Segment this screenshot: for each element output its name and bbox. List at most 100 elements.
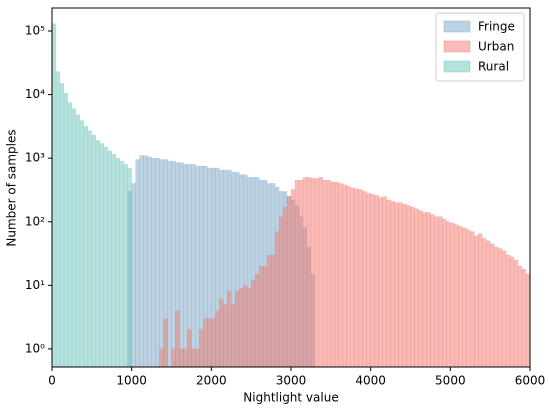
bar [346,186,351,368]
bar [282,206,288,368]
bar [107,150,113,368]
bar [231,304,236,368]
bar [501,250,507,368]
bar [382,196,387,368]
bar [187,329,192,368]
bar [163,318,168,368]
bar [159,348,164,368]
bar [306,177,312,368]
legend-label: Urban [478,40,514,54]
bar [473,235,479,368]
bar [509,256,515,368]
bar [338,183,344,368]
bar [362,191,367,368]
bar [207,318,212,368]
bar [234,291,240,368]
bar [426,212,431,368]
bar [171,348,176,368]
bar [513,259,519,368]
bar [466,229,471,368]
x-tick-label: 3000 [276,374,307,388]
x-tick-label: 0 [48,374,56,388]
x-axis-label: Nightlight value [243,391,338,405]
bar [75,114,81,368]
bar [390,201,395,368]
bar [410,206,415,368]
bar [183,348,188,368]
bar [143,155,148,368]
bar [334,181,340,368]
bar [227,291,232,368]
bar [155,157,160,368]
bar [175,310,180,368]
bar [470,231,475,368]
bar [406,205,411,368]
bar [195,165,200,368]
bar [171,160,176,368]
bar [211,318,216,368]
y-tick-label: 10³ [25,151,45,165]
y-tick-label: 10² [25,214,45,228]
bar [386,199,391,368]
y-tick-label: 10⁰ [25,341,45,355]
bar [446,221,451,368]
bar [179,162,184,368]
bar [366,193,371,368]
series-group [159,177,531,368]
bar [191,348,196,368]
bar [402,203,407,368]
bar [95,140,101,368]
bar [322,179,328,368]
bar [326,179,332,368]
bar [258,265,264,368]
x-tick-label: 1000 [116,374,147,388]
bar [505,254,511,368]
bar [374,195,379,368]
x-tick-label: 5000 [435,374,466,388]
legend: Fringe Urban Rural [435,12,525,82]
bar [67,102,73,368]
y-tick-label: 10⁵ [25,24,45,38]
bar [525,273,531,368]
bar [59,83,65,368]
bar [254,273,260,368]
series-group [51,23,132,368]
bar [477,233,483,368]
bar [183,164,188,368]
bar [51,23,57,368]
bar [442,218,447,368]
bar [219,299,224,368]
x-tick-label: 2000 [196,374,227,388]
bar [99,143,105,368]
bar [378,197,383,368]
bar [159,159,164,368]
bar [203,318,208,368]
bar [191,164,196,368]
y-tick-label: 10¹ [25,278,45,292]
bar [489,243,495,368]
bar [342,184,348,368]
bar [127,167,132,368]
bar [398,202,403,368]
bar [450,222,455,368]
bar [151,157,156,368]
bar [242,285,248,368]
bar [274,231,280,368]
bar [298,179,304,368]
x-tick-label: 6000 [515,374,546,388]
bar [310,178,316,368]
y-axis-label: Number of samples [5,129,19,246]
bar [290,189,296,368]
bar [79,120,85,368]
bar [358,189,363,368]
bar [246,288,252,368]
bar [418,210,423,368]
bar [87,130,93,368]
bar [115,157,120,368]
bar [215,310,220,368]
bar [83,125,89,368]
bar [422,212,427,368]
bar [517,265,523,368]
bar [485,240,491,368]
